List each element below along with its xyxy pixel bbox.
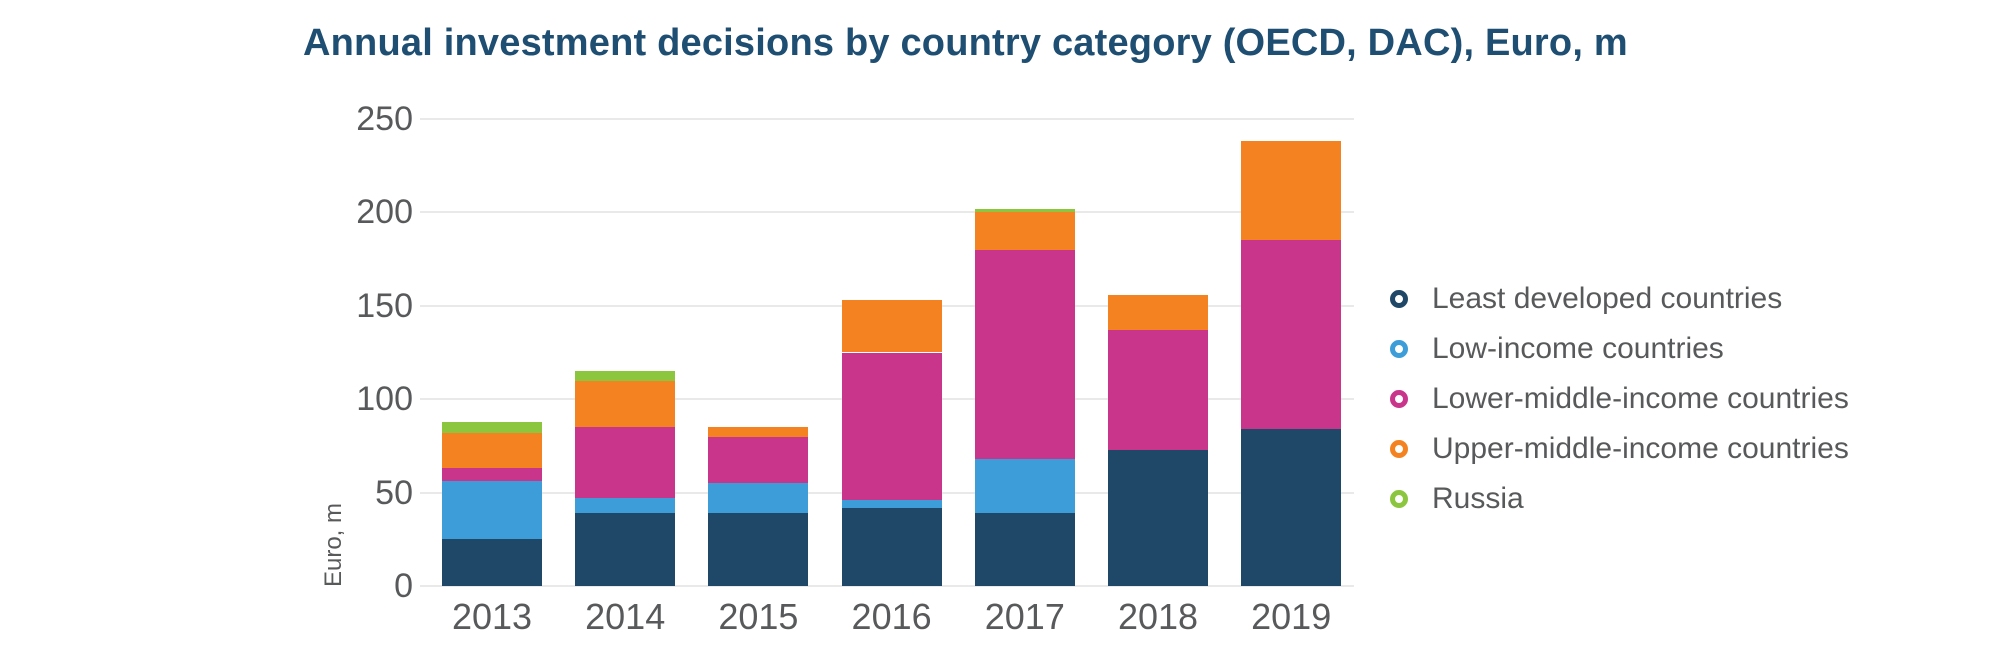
legend-ring-icon — [1390, 290, 1408, 308]
bar-segment — [841, 507, 942, 586]
legend-item: Upper-middle-income countries — [1390, 424, 1849, 474]
legend-item-label: Lower-middle-income countries — [1432, 382, 1849, 415]
bar-segment — [1241, 429, 1342, 586]
legend-item: Russia — [1390, 474, 1849, 524]
bar-segment — [575, 498, 676, 514]
y-tick-label: 150 — [356, 286, 413, 325]
bar-segment — [1108, 330, 1208, 450]
bar-segment — [442, 421, 542, 433]
x-tick-label: 2019 — [1251, 596, 1332, 637]
bar-segment — [1241, 240, 1342, 430]
y-gridline — [420, 118, 1354, 120]
x-tick-label: 2014 — [585, 596, 666, 637]
legend-ring-icon — [1390, 440, 1408, 458]
legend-ring-icon — [1390, 340, 1408, 358]
x-tick-label: 2013 — [451, 596, 533, 637]
y-gridline — [420, 585, 1354, 587]
legend-ring-icon — [1390, 390, 1408, 408]
y-tick-label: 0 — [394, 567, 413, 605]
bar-segment — [442, 432, 542, 469]
y-tick-label: 200 — [356, 193, 413, 232]
legend-item-label: Low-income countries — [1432, 332, 1724, 365]
legend-item: Lower-middle-income countries — [1390, 374, 1849, 424]
bar-segment — [841, 300, 942, 353]
bar-segment — [575, 513, 676, 586]
bar-segment — [1108, 294, 1208, 331]
page-title: Annual investment decisions by country c… — [303, 22, 1628, 64]
y-tick-label: 50 — [375, 473, 413, 512]
bar-segment — [708, 436, 809, 484]
x-tick-label: 2017 — [984, 596, 1065, 637]
bar-segment — [1241, 141, 1342, 241]
legend-item-label: Least developed countries — [1432, 282, 1783, 315]
bar-segment — [575, 427, 676, 499]
bar-segment — [841, 352, 942, 501]
bar-segment — [974, 208, 1075, 213]
bar-segment — [974, 458, 1075, 514]
bar-segment — [841, 500, 942, 508]
bar-segment — [442, 539, 542, 586]
legend-item-label: Upper-middle-income countries — [1432, 432, 1849, 465]
x-tick-label: 2018 — [1117, 596, 1199, 637]
bar-segment — [708, 483, 809, 514]
bar-segment — [442, 481, 542, 540]
bar-segment — [1108, 449, 1208, 586]
legend: Least developed countries Low-income coun… — [1390, 274, 1849, 524]
legend-ring-icon — [1390, 490, 1408, 508]
bar-segment — [974, 513, 1075, 586]
x-tick-label: 2015 — [718, 596, 799, 637]
bar-segment — [708, 427, 809, 437]
bar-segment — [708, 513, 809, 586]
legend-item-label: Russia — [1432, 482, 1524, 515]
legend-item: Least developed countries — [1390, 274, 1849, 324]
bar-segment — [442, 468, 542, 482]
bar-segment — [575, 380, 676, 428]
legend-item: Low-income countries — [1390, 324, 1849, 374]
y-gridline — [420, 211, 1354, 214]
y-tick-label: 250 — [356, 100, 413, 138]
bar-segment — [974, 249, 1075, 459]
bar-segment — [974, 212, 1075, 250]
bar-segment — [575, 371, 676, 381]
y-tick-label: 100 — [356, 380, 413, 419]
x-tick-label: 2016 — [851, 596, 932, 637]
